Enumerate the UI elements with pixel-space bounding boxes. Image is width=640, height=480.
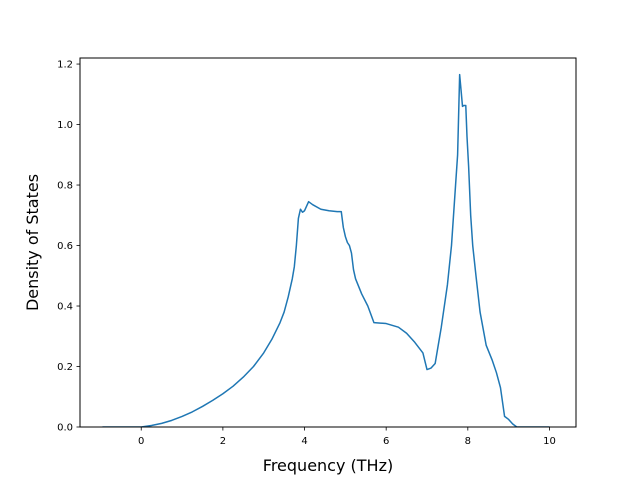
y-tick-label: 1.2	[57, 60, 73, 71]
y-tick-label: 0.4	[57, 302, 73, 313]
x-tick-label: 2	[220, 436, 226, 447]
plot-frame	[79, 57, 577, 428]
y-tick-label: 0.8	[57, 181, 73, 192]
x-tick-label: 0	[138, 436, 144, 447]
x-axis-label: Frequency (THz)	[263, 456, 393, 475]
y-tick-label: 0.0	[57, 423, 73, 434]
y-tick-label: 1.0	[57, 120, 73, 131]
y-tick-label: 0.6	[57, 241, 73, 252]
x-tick-label: 10	[543, 436, 556, 447]
plot-marks	[102, 73, 550, 427]
x-tick-label: 8	[465, 436, 471, 447]
x-tick-label: 4	[301, 436, 307, 447]
series-line-0	[102, 73, 550, 427]
y-tick-label: 0.2	[57, 362, 73, 373]
y-axis-label: Density of States	[23, 174, 42, 311]
axis-ticks: 0 2 4 6 8 10 0.0 0.2 0.4 0.6 0.8 1.0 1.2	[57, 60, 556, 447]
x-tick-label: 6	[383, 436, 389, 447]
